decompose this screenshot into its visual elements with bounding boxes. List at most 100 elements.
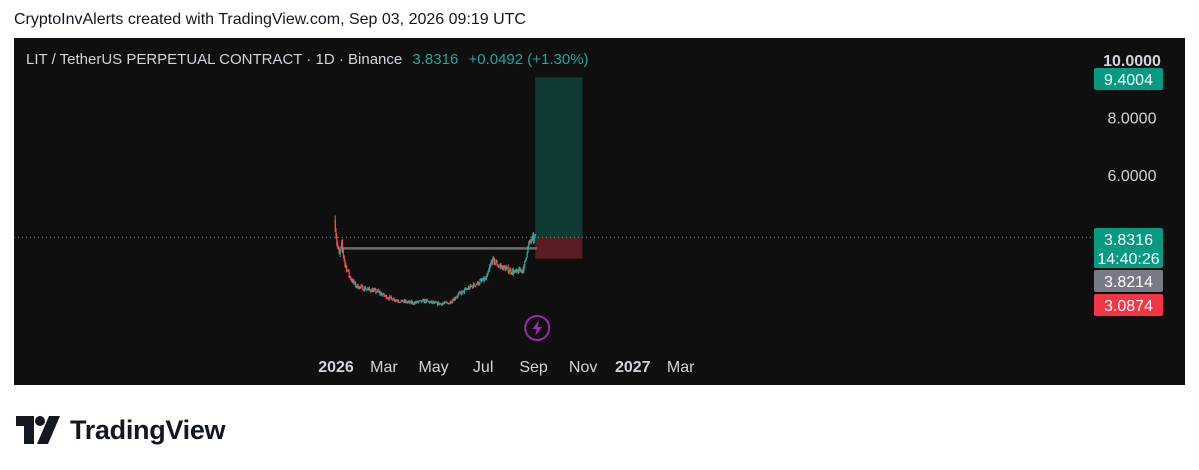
candle-body-219 — [512, 270, 514, 274]
candle-body-55 — [379, 291, 381, 294]
chart-attribution: CryptoInvAlerts created with TradingView… — [14, 11, 526, 28]
candle-body-222 — [515, 270, 517, 272]
candle-body-193 — [491, 261, 493, 263]
candle-body-82 — [401, 299, 403, 301]
candle-body-164 — [468, 287, 470, 290]
candle-body-46 — [372, 289, 374, 293]
candle-body-25 — [355, 282, 357, 287]
candle-body-117 — [429, 301, 432, 303]
tradingview-wordmark: TradingView — [70, 414, 226, 445]
candle-body-34 — [362, 286, 364, 291]
stop-price-label-text-0: 3.0874 — [1104, 298, 1153, 315]
candle-body-24 — [354, 282, 356, 284]
entry-price-label-bg — [1094, 270, 1163, 292]
candle-body-5 — [338, 249, 340, 255]
candle-body-207 — [502, 265, 505, 270]
chart-panel[interactable]: 2026 Mar May Jul Sep Nov 2027 Mar 10.0000 8.0000 6… — [14, 38, 1185, 385]
candle-body-246 — [534, 234, 536, 237]
candle-body-75 — [395, 300, 397, 302]
candle-body-50 — [375, 289, 377, 293]
candle-body-53 — [377, 290, 379, 292]
candle-body-16 — [347, 270, 349, 272]
candle-body-87 — [405, 300, 407, 303]
candle-body-38 — [365, 289, 367, 291]
candle-body-21 — [351, 280, 353, 283]
candle-body-63 — [385, 295, 388, 299]
candle-body-143 — [450, 302, 453, 304]
candle-body-8 — [341, 242, 343, 247]
candle-body-227 — [519, 268, 521, 271]
candle-body-120 — [432, 301, 434, 303]
candle-body-160 — [464, 288, 466, 290]
candle-body-36 — [363, 287, 366, 291]
candle-body-110 — [424, 299, 426, 303]
candle-body-204 — [500, 265, 502, 267]
candle-body-114 — [427, 300, 429, 302]
candle-body-176 — [477, 281, 479, 285]
candle-body-124 — [435, 302, 437, 304]
candle-body-194 — [492, 257, 494, 263]
candle-body-90 — [407, 301, 410, 303]
stop-zone — [535, 237, 583, 259]
lightning-icon — [532, 320, 543, 336]
candle-body-70 — [391, 298, 393, 301]
candle-body-178 — [479, 280, 481, 284]
candle-body-157 — [462, 290, 464, 292]
candle-body-218 — [511, 270, 514, 274]
candle-body-138 — [446, 302, 449, 304]
candle-body-59 — [382, 293, 384, 295]
x-tick-label-1: Mar — [370, 359, 398, 376]
candle-body-99 — [415, 302, 417, 304]
candle-body-101 — [416, 301, 418, 303]
candle-body-209 — [504, 267, 506, 271]
x-tick-label-7: Mar — [667, 359, 695, 376]
candle-body-83 — [402, 299, 404, 303]
candle-body-140 — [448, 303, 450, 305]
candle-body-212 — [507, 267, 509, 269]
candle-body-20 — [350, 279, 353, 281]
candle-body-191 — [489, 264, 492, 267]
candle-body-125 — [436, 302, 438, 304]
candle-body-147 — [454, 298, 456, 300]
candle-body-64 — [386, 298, 388, 300]
candle-body-152 — [458, 293, 460, 295]
candle-body-158 — [463, 290, 465, 293]
price-chart[interactable]: 2026 Mar May Jul Sep Nov 2027 Mar 10.0000 8.0000 6… — [14, 38, 1185, 385]
candle-body-233 — [524, 261, 526, 267]
x-tick-label-5: Nov — [569, 359, 597, 376]
candle-body-244 — [533, 235, 535, 241]
candle-body-197 — [494, 263, 497, 265]
candle-body-66 — [388, 298, 390, 300]
candle-body-171 — [473, 283, 475, 286]
y-tick-label-2: 6.0000 — [1108, 168, 1157, 185]
candle-body-182 — [482, 277, 484, 281]
candle-body-239 — [528, 240, 531, 244]
candle-body-12 — [344, 260, 346, 265]
candle-body-14 — [346, 265, 348, 271]
candle-body-91 — [408, 301, 410, 303]
candle-body-232 — [523, 266, 525, 272]
candle-body-94 — [411, 301, 413, 304]
target-price-label-bg — [1094, 68, 1163, 90]
candle-body-245 — [533, 236, 536, 241]
current-price-label-text-1: 14:40:26 — [1097, 251, 1159, 268]
candle-body-74 — [394, 300, 397, 302]
candle-body-136 — [445, 301, 447, 303]
candles — [334, 215, 536, 307]
current-price-label-bg — [1094, 228, 1163, 268]
candle-body-80 — [399, 302, 401, 304]
candle-body-150 — [456, 296, 458, 298]
candle-body-195 — [493, 257, 495, 259]
x-tick-label-3: Jul — [473, 359, 493, 376]
candle-body-92 — [409, 301, 411, 303]
candle-body-88 — [406, 300, 408, 303]
candle-body-30 — [359, 286, 361, 289]
candle-body-168 — [471, 285, 473, 287]
candle-body-104 — [419, 300, 421, 302]
candle-body-26 — [355, 286, 358, 288]
candle-body-96 — [412, 302, 414, 304]
candle-body-109 — [423, 299, 425, 303]
candle-body-241 — [530, 240, 532, 242]
candle-body-149 — [455, 297, 458, 299]
candle-body-179 — [480, 279, 482, 281]
